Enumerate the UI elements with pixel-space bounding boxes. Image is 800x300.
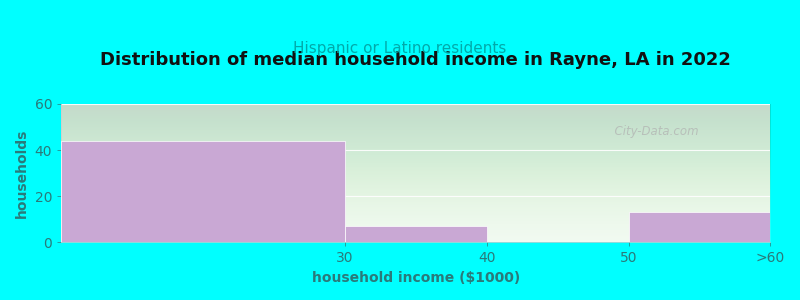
Y-axis label: households: households <box>15 128 29 218</box>
Bar <box>62 141 345 242</box>
Title: Distribution of median household income in Rayne, LA in 2022: Distribution of median household income … <box>100 51 731 69</box>
Bar <box>345 226 486 242</box>
X-axis label: household income ($1000): household income ($1000) <box>312 271 520 285</box>
Text: Hispanic or Latino residents: Hispanic or Latino residents <box>294 40 506 56</box>
Text: City-Data.com: City-Data.com <box>607 125 699 138</box>
Bar <box>629 212 770 242</box>
